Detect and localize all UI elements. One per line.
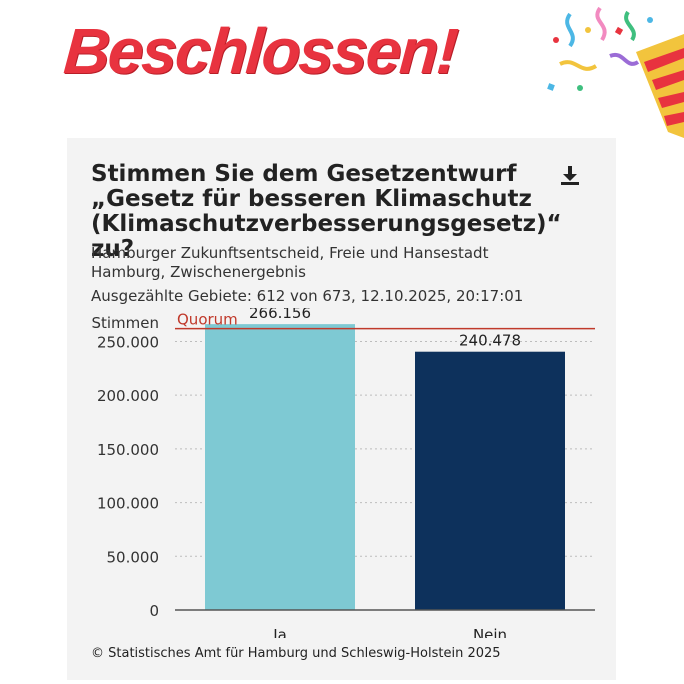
- y-tick-label: 100.000: [97, 495, 159, 513]
- y-tick-label: 250.000: [97, 333, 159, 351]
- bar-chart: Stimmen 0 50.000 100.000 150.000 200.000 250.0…: [91, 308, 595, 638]
- x-tick-label: Nein: [473, 626, 507, 638]
- party-popper-icon: [547, 6, 684, 138]
- data-label: 240.478: [459, 332, 521, 350]
- y-tick-label: 200.000: [97, 387, 159, 405]
- bar-ja: [205, 324, 355, 610]
- chart-card: Stimmen Sie dem Gesetzentwurf „Gesetz fü…: [67, 138, 616, 680]
- chart-subtitle: Hamburger Zukunftsentscheid, Freie und H…: [91, 244, 489, 281]
- download-icon[interactable]: [559, 164, 581, 186]
- y-tick-label: 0: [149, 602, 159, 620]
- data-label: 266.156: [249, 308, 311, 322]
- chart-meta: Ausgezählte Gebiete: 612 von 673, 12.10.…: [91, 287, 524, 305]
- y-tick-label: 50.000: [107, 548, 160, 566]
- y-axis-label: Stimmen: [91, 314, 159, 332]
- source-note: © Statistisches Amt für Hamburg und Schl…: [91, 646, 501, 661]
- headline: Beschlossen!: [61, 15, 459, 87]
- bar-nein: [415, 351, 565, 610]
- quorum-label: Quorum: [177, 311, 238, 329]
- y-tick-label: 150.000: [97, 441, 159, 459]
- chart-title: Stimmen Sie dem Gesetzentwurf „Gesetz fü…: [91, 161, 562, 262]
- x-tick-label: Ja: [272, 626, 287, 638]
